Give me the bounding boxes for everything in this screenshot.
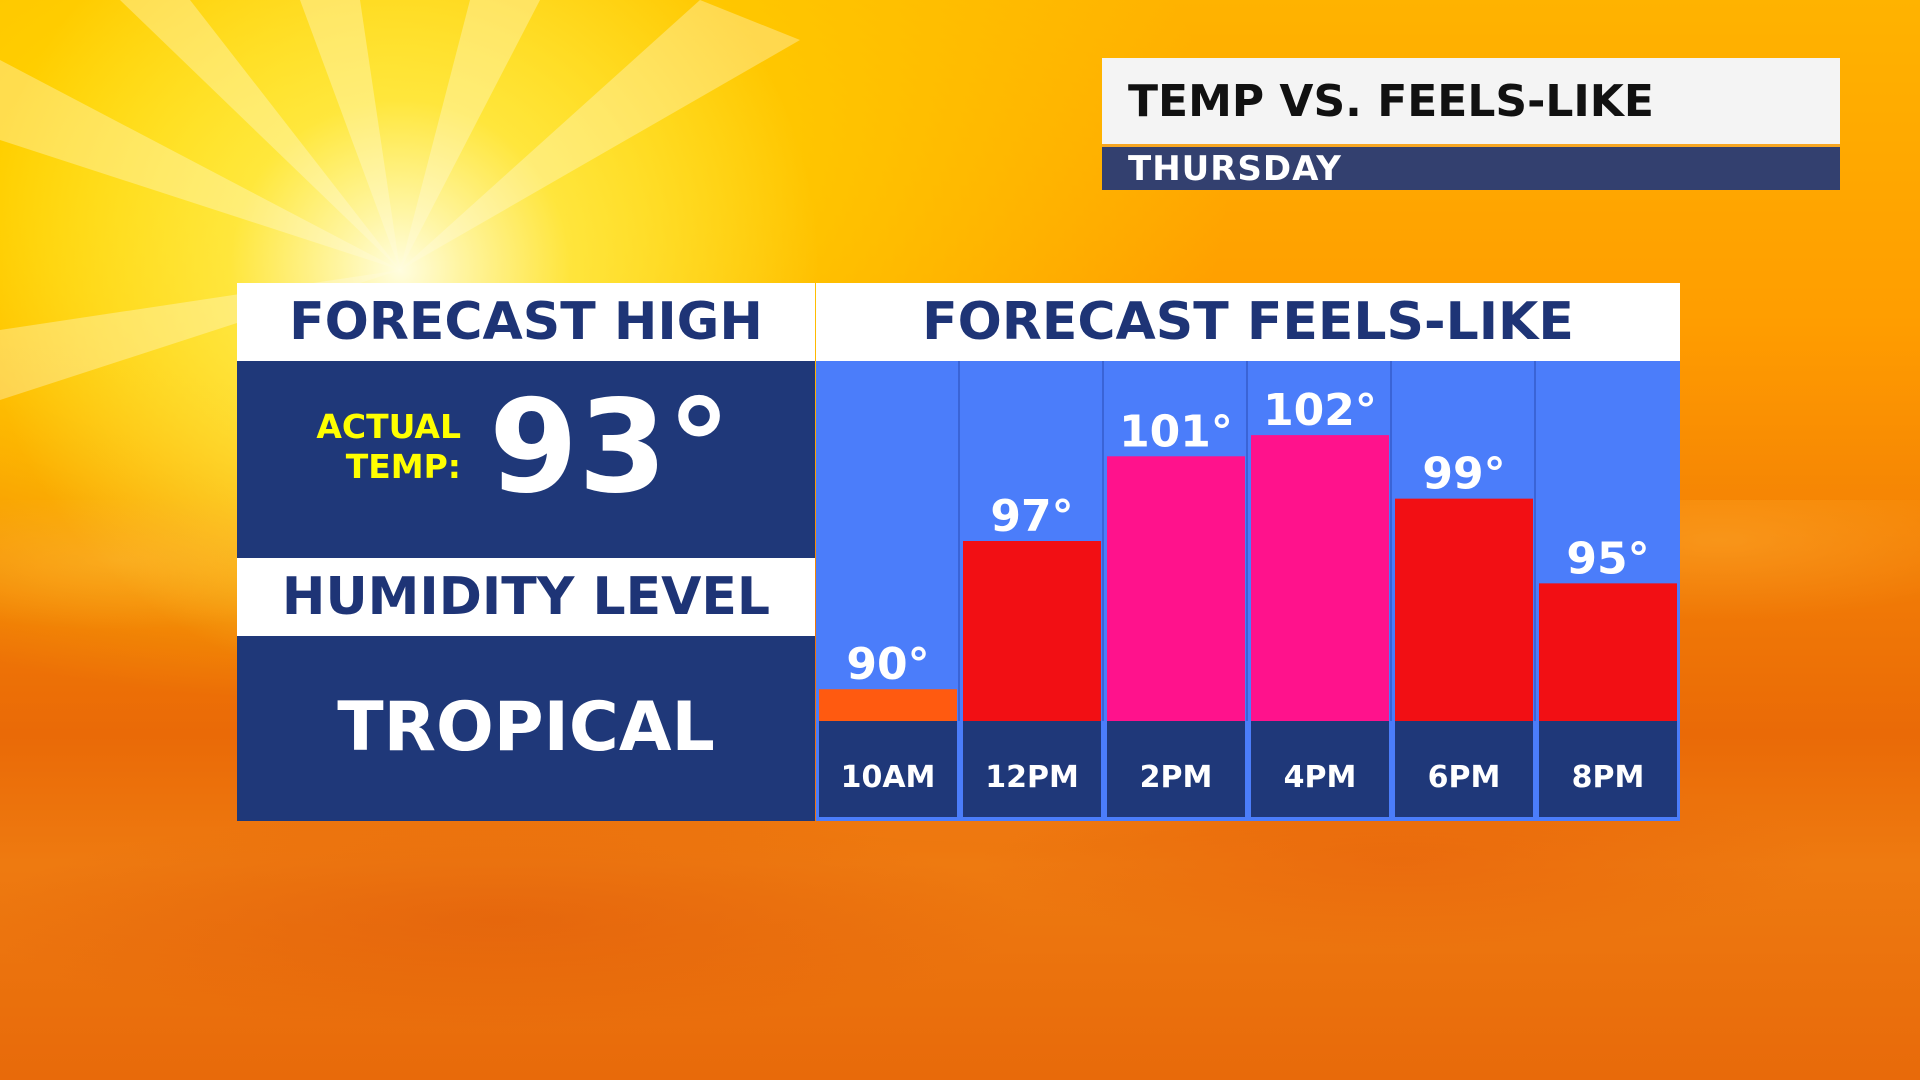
category-cell [1395, 721, 1533, 817]
forecast-high-header: FORECAST HIGH [237, 283, 815, 361]
value-label-2pm: 101° [1119, 406, 1233, 457]
column-divider [1390, 361, 1392, 721]
category-cell [819, 721, 957, 817]
actual-label-line1: ACTUAL [316, 407, 461, 446]
humidity-level-header: HUMIDITY LEVEL [237, 558, 815, 636]
column-divider [1246, 361, 1248, 721]
category-cell [1107, 721, 1245, 817]
category-cell [963, 721, 1101, 817]
tick-label-6pm: 6PM [1428, 760, 1501, 795]
tick-label-4pm: 4PM [1284, 760, 1357, 795]
category-cell [1251, 721, 1389, 817]
column-divider [958, 361, 960, 721]
bar-10am [819, 689, 957, 721]
bar-2pm [1107, 456, 1245, 721]
actual-temp-value: 93° [489, 373, 732, 522]
feels-like-header: FORECAST FEELS-LIKE [816, 283, 1680, 361]
forecast-high-panel: FORECAST HIGH ACTUAL TEMP: 93° HUMIDITY … [237, 283, 815, 821]
tick-label-12pm: 12PM [985, 760, 1079, 795]
bar-6pm [1395, 498, 1533, 721]
category-cell [1539, 721, 1677, 817]
tick-label-8pm: 8PM [1572, 760, 1645, 795]
feels-like-bar-chart: 90° 10AM 97° 12PM 101° 2PM 102° 4PM 99° 6PM 95° 8PM [819, 361, 1677, 817]
value-label-4pm: 102° [1263, 385, 1377, 436]
bar-4pm [1251, 435, 1389, 721]
tick-label-2pm: 2PM [1140, 760, 1213, 795]
graphic-title: TEMP VS. FEELS-LIKE [1102, 58, 1840, 144]
tick-label-10am: 10AM [841, 760, 936, 795]
bar-8pm [1539, 583, 1677, 721]
value-label-6pm: 99° [1422, 449, 1505, 500]
feels-like-chart: 90° 10AM 97° 12PM 101° 2PM 102° 4PM 99° 6PM 95° 8PM [816, 361, 1680, 821]
value-label-8pm: 95° [1566, 533, 1649, 584]
actual-label-line2: TEMP: [345, 447, 461, 486]
value-label-10am: 90° [846, 639, 929, 690]
title-box: TEMP VS. FEELS-LIKE THURSDAY [1102, 58, 1840, 190]
humidity-box: TROPICAL [237, 636, 815, 821]
value-label-12pm: 97° [990, 491, 1073, 542]
column-divider [1102, 361, 1104, 721]
actual-temp-box: ACTUAL TEMP: 93° [237, 361, 815, 558]
feels-like-panel: FORECAST FEELS-LIKE 90° 10AM 97° 12PM 101° 2P… [816, 283, 1680, 821]
actual-temp-label: ACTUAL TEMP: [301, 407, 461, 487]
bar-12pm [963, 541, 1101, 721]
column-divider [1534, 361, 1536, 721]
humidity-value: TROPICAL [337, 688, 715, 767]
day-subtitle: THURSDAY [1102, 144, 1840, 190]
